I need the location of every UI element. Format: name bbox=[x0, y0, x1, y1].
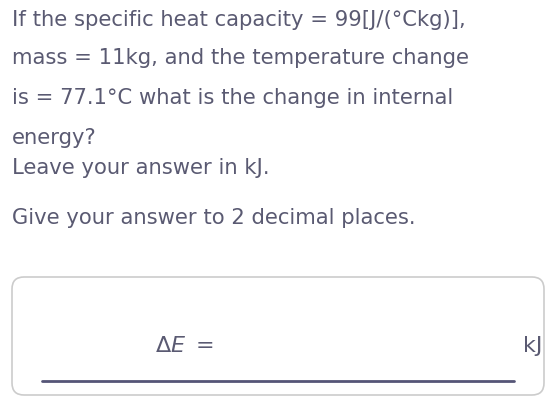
Text: Leave your answer in kJ.: Leave your answer in kJ. bbox=[12, 158, 270, 177]
Text: Give your answer to 2 decimal places.: Give your answer to 2 decimal places. bbox=[12, 207, 415, 228]
Text: kJ: kJ bbox=[523, 336, 542, 356]
Text: mass = 11kg, and the temperature change: mass = 11kg, and the temperature change bbox=[12, 48, 469, 68]
FancyBboxPatch shape bbox=[12, 277, 544, 395]
Text: $\Delta E\ =$: $\Delta E\ =$ bbox=[155, 336, 214, 356]
Text: energy?: energy? bbox=[12, 128, 97, 148]
Text: If the specific heat capacity = 99[J/(°Ckg)],: If the specific heat capacity = 99[J/(°C… bbox=[12, 10, 466, 30]
Text: is = 77.1°C what is the change in internal: is = 77.1°C what is the change in intern… bbox=[12, 88, 453, 108]
